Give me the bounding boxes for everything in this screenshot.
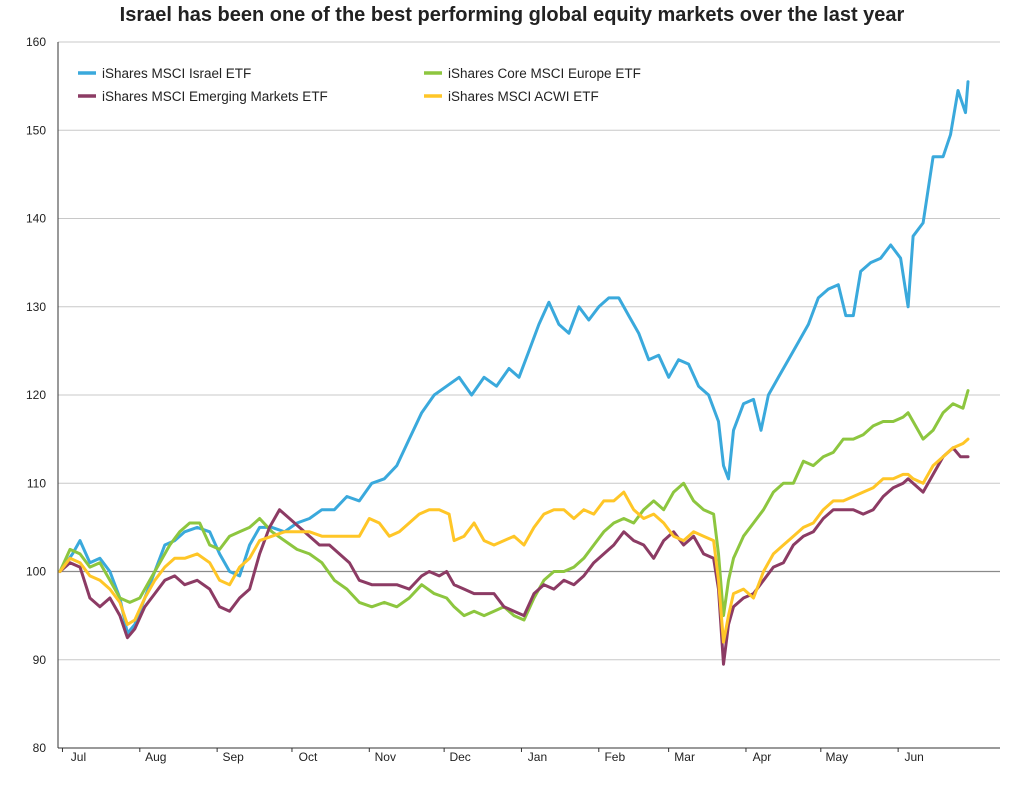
legend: iShares MSCI Israel ETF iShares Core MSCI… (78, 66, 641, 104)
y-tick-label: 120 (26, 388, 46, 402)
x-tick-label: Apr (753, 750, 772, 764)
series-line-0 (58, 80, 970, 635)
x-tick-label: May (825, 750, 848, 764)
x-tick-label: Mar (674, 750, 695, 764)
legend-label: iShares MSCI Emerging Markets ETF (102, 89, 328, 104)
x-tick-label: Aug (145, 750, 166, 764)
legend-label: iShares MSCI Israel ETF (102, 66, 251, 81)
y-tick-label: 130 (26, 300, 46, 314)
x-tick-label: Jan (528, 750, 547, 764)
x-tick-label: Jul (71, 750, 86, 764)
series-line-3 (58, 437, 970, 644)
x-tick-label: Oct (299, 750, 318, 764)
y-tick-label: 80 (33, 741, 47, 755)
x-tick-label: Nov (375, 750, 396, 764)
x-tick-label: Jun (904, 750, 923, 764)
series-line-1 (58, 389, 970, 622)
x-tick-label: Feb (604, 750, 625, 764)
y-tick-label: 100 (26, 565, 46, 579)
legend-label: iShares Core MSCI Europe ETF (448, 66, 641, 81)
x-tick-label: Dec (449, 750, 470, 764)
y-tick-label: 150 (26, 123, 46, 137)
legend-label: iShares MSCI ACWI ETF (448, 89, 599, 104)
chart-title: Israel has been one of the best performi… (119, 4, 905, 26)
y-tick-label: 140 (26, 212, 46, 226)
series-lines (58, 80, 970, 666)
series-line-2 (58, 446, 970, 666)
y-tick-label: 90 (33, 653, 47, 667)
axes: 80 90 100 110 120 130 140 150 160 Jul Aug Sep Oct Nov… (26, 35, 1000, 764)
x-tick-label: Sep (222, 750, 244, 764)
y-tick-label: 110 (27, 476, 46, 490)
y-tick-label: 160 (26, 35, 46, 49)
grid-lines (58, 41, 1000, 661)
